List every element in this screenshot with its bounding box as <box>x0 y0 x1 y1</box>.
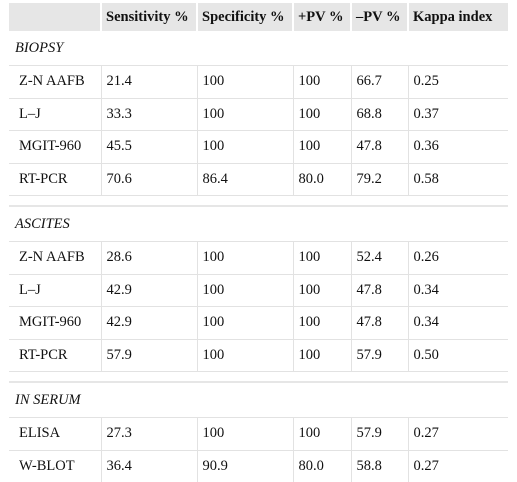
sensitivity-cell: 45.5 <box>101 130 198 163</box>
specificity-cell: 86.4 <box>197 162 294 196</box>
kappa-cell: 0.26 <box>408 241 508 274</box>
table-row: W-BLOT 36.4 90.9 80.0 58.8 0.27 <box>9 449 508 482</box>
positive-pv-cell: 100 <box>293 97 352 131</box>
positive-pv-cell: 100 <box>293 273 352 307</box>
negative-pv-cell: 47.8 <box>351 130 409 163</box>
sensitivity-cell: 42.9 <box>101 306 198 339</box>
test-name-cell: L–J <box>9 273 102 307</box>
positive-pv-cell: 80.0 <box>293 449 352 482</box>
sensitivity-cell: 21.4 <box>101 65 198 98</box>
negative-pv-cell: 66.7 <box>351 65 409 98</box>
section-spacer <box>9 195 508 207</box>
test-name-cell: RT-PCR <box>9 338 102 372</box>
positive-pv-cell: 100 <box>293 417 352 450</box>
specificity-cell: 100 <box>197 306 294 339</box>
positive-pv-cell: 100 <box>293 241 352 274</box>
positive-pv-cell: 100 <box>293 65 352 98</box>
table-row: RT-PCR 70.6 86.4 80.0 79.2 0.58 <box>9 162 508 196</box>
test-name-cell: MGIT-960 <box>9 306 102 339</box>
kappa-cell: 0.34 <box>408 273 508 307</box>
specificity-cell: 100 <box>197 130 294 163</box>
test-name-cell: ELISA <box>9 417 102 450</box>
sensitivity-cell: 36.4 <box>101 449 198 482</box>
table-row: Z-N AAFB 28.6 100 100 52.4 0.26 <box>9 241 508 274</box>
negative-pv-cell: 52.4 <box>351 241 409 274</box>
specificity-cell: 100 <box>197 417 294 450</box>
kappa-cell: 0.58 <box>408 162 508 196</box>
negative-pv-cell: 58.8 <box>351 449 409 482</box>
kappa-cell: 0.27 <box>408 449 508 482</box>
table-row: L–J 33.3 100 100 68.8 0.37 <box>9 97 508 131</box>
table-row: RT-PCR 57.9 100 100 57.9 0.50 <box>9 338 508 372</box>
specificity-cell: 100 <box>197 65 294 98</box>
sensitivity-cell: 28.6 <box>101 241 198 274</box>
header-cell-kappa-index: Kappa index <box>408 3 508 31</box>
table-row: Z-N AAFB 21.4 100 100 66.7 0.25 <box>9 65 508 98</box>
sensitivity-cell: 42.9 <box>101 273 198 307</box>
specificity-cell: 100 <box>197 273 294 307</box>
header-cell-positive-predictive-value: +PV % <box>293 3 352 31</box>
header-row: Sensitivity % Specificity % +PV % –PV % … <box>9 3 508 31</box>
negative-pv-cell: 47.8 <box>351 273 409 307</box>
negative-pv-cell: 57.9 <box>351 338 409 372</box>
kappa-cell: 0.37 <box>408 97 508 131</box>
test-name-cell: W-BLOT <box>9 449 102 482</box>
section-row-biopsy: BIOPSY <box>9 31 508 66</box>
diagnostic-accuracy-table: Sensitivity % Specificity % +PV % –PV % … <box>9 3 508 482</box>
test-name-cell: Z-N AAFB <box>9 65 102 98</box>
sensitivity-cell: 33.3 <box>101 97 198 131</box>
kappa-cell: 0.25 <box>408 65 508 98</box>
section-spacer <box>9 371 508 383</box>
negative-pv-cell: 47.8 <box>351 306 409 339</box>
section-label: BIOPSY <box>15 39 64 56</box>
sensitivity-cell: 70.6 <box>101 162 198 196</box>
specificity-cell: 100 <box>197 338 294 372</box>
kappa-cell: 0.34 <box>408 306 508 339</box>
kappa-cell: 0.50 <box>408 338 508 372</box>
section-label: ASCITES <box>9 205 508 242</box>
positive-pv-cell: 80.0 <box>293 162 352 196</box>
kappa-cell: 0.36 <box>408 130 508 163</box>
specificity-cell: 100 <box>197 97 294 131</box>
specificity-cell: 90.9 <box>197 449 294 482</box>
negative-pv-cell: 68.8 <box>351 97 409 131</box>
positive-pv-cell: 100 <box>293 130 352 163</box>
table-row: MGIT-960 42.9 100 100 47.8 0.34 <box>9 306 508 339</box>
test-name-cell: MGIT-960 <box>9 130 102 163</box>
test-name-cell: L–J <box>9 97 102 131</box>
test-name-cell: RT-PCR <box>9 162 102 196</box>
header-cell-sensitivity: Sensitivity % <box>101 3 198 31</box>
table-row: L–J 42.9 100 100 47.8 0.34 <box>9 273 508 307</box>
specificity-cell: 100 <box>197 241 294 274</box>
sensitivity-cell: 27.3 <box>101 417 198 450</box>
section-row-ascites: ASCITES <box>9 205 508 242</box>
sensitivity-cell: 57.9 <box>101 338 198 372</box>
table-row: ELISA 27.3 100 100 57.9 0.27 <box>9 417 508 450</box>
positive-pv-cell: 100 <box>293 306 352 339</box>
kappa-cell: 0.27 <box>408 417 508 450</box>
section-row-in-serum: IN SERUM <box>9 381 508 418</box>
test-name-cell: Z-N AAFB <box>9 241 102 274</box>
header-cell-test <box>9 3 102 31</box>
negative-pv-cell: 79.2 <box>351 162 409 196</box>
header-cell-specificity: Specificity % <box>197 3 294 31</box>
positive-pv-cell: 100 <box>293 338 352 372</box>
header-cell-negative-predictive-value: –PV % <box>351 3 409 31</box>
section-label: IN SERUM <box>9 381 508 418</box>
table-row: MGIT-960 45.5 100 100 47.8 0.36 <box>9 130 508 163</box>
negative-pv-cell: 57.9 <box>351 417 409 450</box>
